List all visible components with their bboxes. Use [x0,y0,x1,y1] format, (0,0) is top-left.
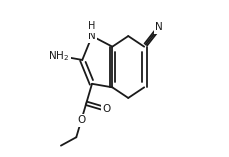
Text: O: O [102,104,110,114]
Text: O: O [77,115,85,125]
Text: N: N [88,31,95,41]
Text: H: H [88,21,95,31]
Text: NH$_2$: NH$_2$ [48,49,69,63]
Text: N: N [155,22,162,32]
